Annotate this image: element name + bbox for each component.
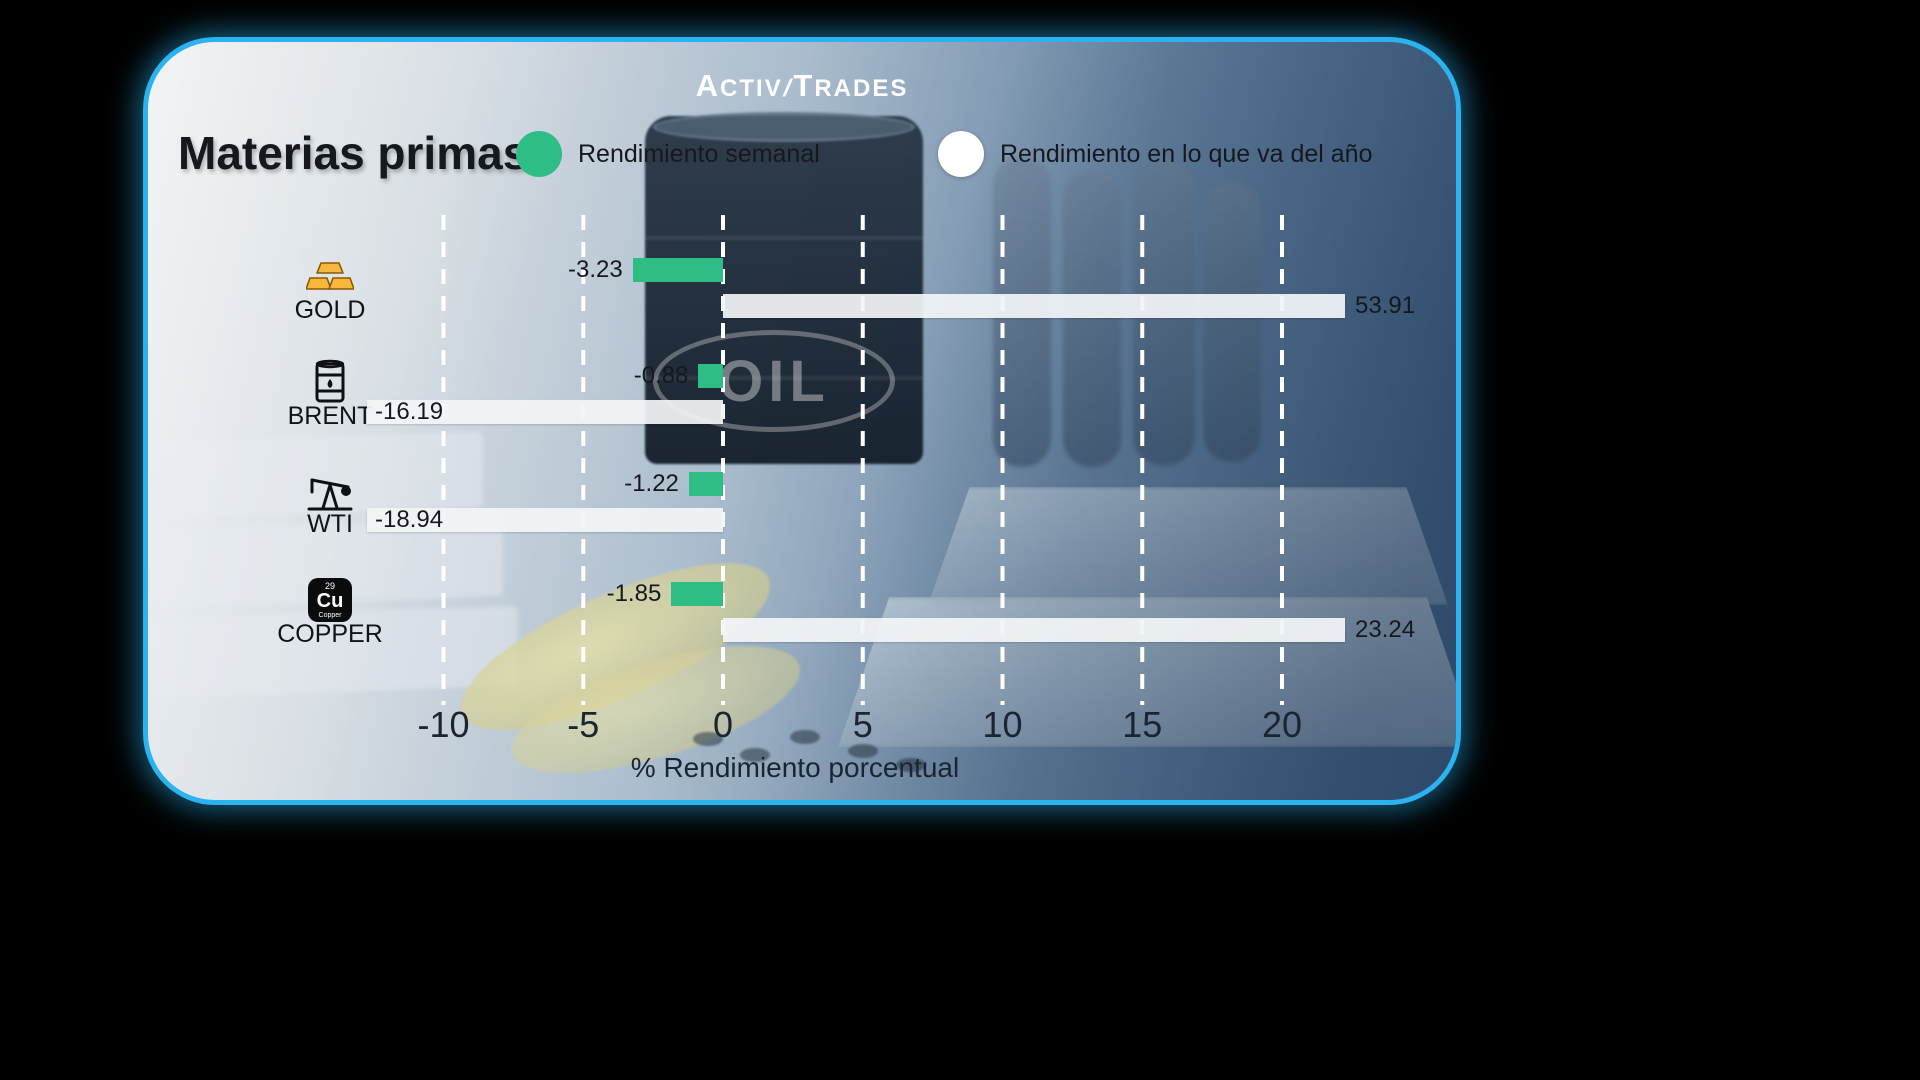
copper-element-icon: 29 Cu Copper	[302, 576, 358, 624]
ytd-value-label: -18.94	[375, 506, 444, 533]
legend-dot-ytd-icon	[938, 131, 984, 177]
category-label: WTI	[307, 510, 353, 538]
oil-badge-text: OIL	[718, 348, 830, 415]
weekly-value-label: -0.88	[633, 362, 689, 389]
legend-item-ytd: Rendimiento en lo que va del año	[938, 131, 1373, 177]
category-label: BRENT	[287, 402, 373, 430]
coin-art	[790, 730, 820, 744]
weekly-value-label: -1.22	[624, 470, 679, 497]
ytd-bar	[367, 508, 723, 532]
ytd-bar	[723, 618, 1345, 642]
ytd-bar	[367, 400, 723, 424]
coin-art	[848, 744, 878, 758]
ytd-value-label: 23.24	[1355, 616, 1416, 643]
category-label: COPPER	[277, 620, 383, 648]
metal-rods-art	[1063, 172, 1121, 467]
oil-pump-icon	[302, 466, 358, 514]
oil-badge-art: OIL	[653, 330, 895, 432]
x-tick: 5	[852, 704, 873, 745]
silver-ingot-art	[928, 487, 1448, 605]
x-tick: -10	[417, 704, 470, 745]
logo-text-activ: Activ	[695, 68, 783, 103]
weekly-value-label: -3.23	[568, 256, 623, 283]
legend-label-weekly: Rendimiento semanal	[578, 139, 820, 168]
weekly-bar	[698, 364, 723, 388]
x-tick: 0	[712, 704, 734, 745]
x-tick: 15	[1122, 704, 1163, 745]
x-tick: -5	[567, 704, 600, 745]
coin-art	[740, 748, 770, 762]
oil-barrel-icon	[302, 358, 358, 406]
copper-element-box: 29 Cu Copper	[308, 578, 352, 622]
ytd-bar	[723, 294, 1345, 318]
x-tick: 20	[1261, 704, 1303, 745]
activtrades-logo: Activ/Trades	[148, 68, 1456, 104]
x-tick: 10	[982, 704, 1023, 745]
copper-atomic-number: 29	[324, 581, 335, 591]
x-axis-ticks: -10 -5 0 5 10 15 20	[148, 42, 1456, 800]
infographic-card: OIL Activ/Trades Materias primas Rendimi…	[143, 37, 1461, 805]
legend-dot-weekly-icon	[516, 131, 562, 177]
chart-plot: GOLD -3.23 53.91 BRENT -0.88 -16.19 WTI -1.22 -1…	[148, 42, 1456, 800]
weekly-value-label: -1.85	[606, 580, 662, 607]
legend-item-weekly: Rendimiento semanal	[516, 131, 820, 177]
ytd-value-label: 53.91	[1355, 292, 1416, 319]
gold-bars-icon	[302, 252, 358, 300]
shade-overlay	[148, 42, 1456, 800]
weekly-bar	[688, 472, 723, 496]
metal-rods-art	[1203, 182, 1261, 462]
weekly-bar	[671, 582, 723, 606]
x-axis-label: % Rendimiento porcentual	[630, 752, 960, 783]
coin-art	[693, 732, 723, 746]
ytd-value-label: -16.19	[375, 398, 444, 425]
category-label: GOLD	[294, 296, 366, 324]
copper-symbol: Cu	[316, 590, 344, 612]
coin-art	[896, 758, 926, 772]
logo-text-trades: Trades	[793, 68, 909, 103]
legend-label-ytd: Rendimiento en lo que va del año	[1000, 139, 1373, 168]
page-title: Materias primas	[178, 127, 529, 179]
weekly-bar	[632, 258, 723, 282]
copper-element-name: Copper	[318, 612, 342, 619]
